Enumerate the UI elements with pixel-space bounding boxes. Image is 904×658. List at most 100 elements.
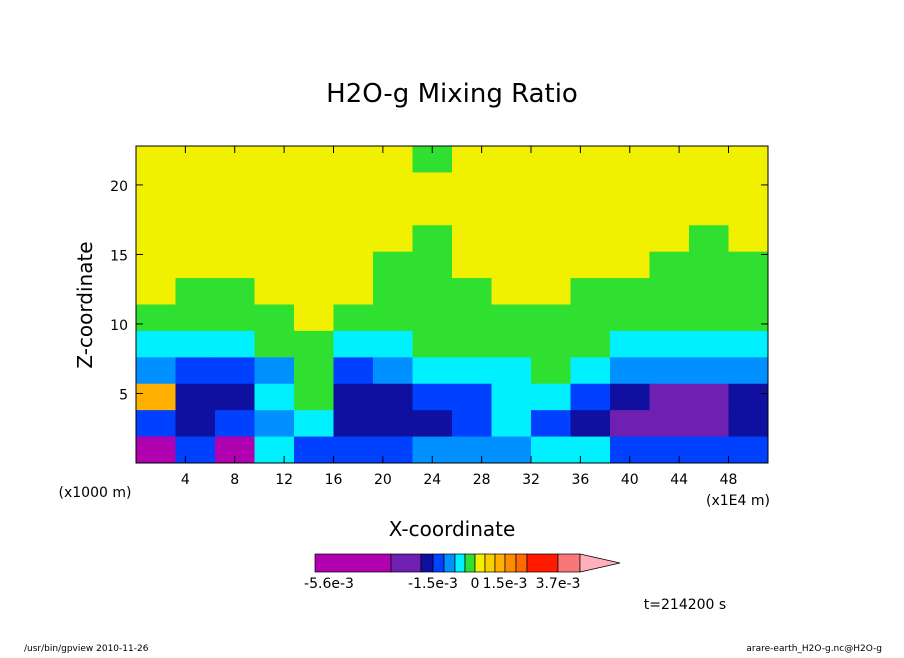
contour-cell: [254, 278, 295, 305]
contour-cell: [491, 225, 532, 253]
contour-cell: [412, 251, 453, 279]
contour-cell: [531, 251, 571, 279]
contour-cell: [412, 357, 453, 385]
contour-cell: [452, 304, 492, 332]
contour-cell: [689, 330, 729, 358]
contour-cell: [333, 330, 374, 358]
contour-cell: [412, 410, 453, 438]
contour-cell: [689, 198, 729, 226]
x-tick-label: 40: [621, 472, 639, 488]
contour-cell: [610, 304, 650, 332]
contour-cell: [373, 383, 413, 411]
contour-cell: [610, 251, 650, 279]
contour-cell: [570, 383, 611, 411]
contour-cell: [610, 410, 650, 438]
contour-cell: [531, 383, 571, 411]
contour-cell: [175, 304, 216, 332]
contour-cell: [452, 357, 492, 385]
contour-cell: [333, 146, 374, 173]
x-tick-label: 12: [275, 472, 293, 488]
contour-cell: [373, 357, 413, 385]
contour-cell: [373, 172, 413, 200]
contour-cell: [531, 304, 571, 332]
contour-cell: [570, 251, 611, 279]
contour-cell: [728, 330, 769, 358]
contour-cell: [491, 251, 532, 279]
contour-cell: [649, 172, 690, 200]
colorbar-box: [557, 553, 581, 573]
contour-field: [136, 146, 769, 464]
contour-cell: [254, 225, 295, 253]
contour-cell: [610, 278, 650, 305]
contour-cell: [570, 410, 611, 438]
contour-cell: [175, 410, 216, 438]
contour-cell: [570, 304, 611, 332]
contour-cell: [136, 436, 176, 464]
contour-cell: [491, 357, 532, 385]
contour-cell: [373, 330, 413, 358]
colorbar-box: [474, 553, 486, 573]
contour-cell: [215, 383, 255, 411]
contour-cell: [610, 330, 650, 358]
contour-cell: [373, 304, 413, 332]
contour-cell: [728, 225, 769, 253]
y-axis-label: Z-coordinate: [73, 241, 97, 368]
contour-cell: [728, 436, 769, 464]
contour-cell: [412, 225, 453, 253]
contour-cell: [491, 304, 532, 332]
contour-cell: [294, 278, 334, 305]
colorbar-tick-label: 3.7e-3: [536, 576, 581, 592]
contour-cell: [728, 410, 769, 438]
contour-cell: [333, 278, 374, 305]
contour-cell: [491, 198, 532, 226]
contour-cell: [333, 198, 374, 226]
colorbar-box: [464, 553, 476, 573]
contour-cell: [649, 410, 690, 438]
colorbar-tick-label: -1.5e-3: [408, 576, 458, 592]
contour-cell: [649, 304, 690, 332]
contour-cell: [531, 225, 571, 253]
contour-cell: [452, 172, 492, 200]
colorbar-tick-label: 1.5e-3: [483, 576, 528, 592]
contour-cell: [531, 357, 571, 385]
contour-cell: [728, 304, 769, 332]
contour-cell: [412, 330, 453, 358]
colorbar-box: [504, 553, 517, 573]
contour-cell: [175, 198, 216, 226]
contour-cell: [175, 383, 216, 411]
x-tick-label: 44: [670, 472, 688, 488]
contour-cell: [175, 225, 216, 253]
contour-cell: [294, 146, 334, 173]
contour-cell: [254, 436, 295, 464]
x-tick-label: 4: [181, 472, 190, 488]
contour-cell: [649, 251, 690, 279]
contour-cell: [294, 198, 334, 226]
y-tick-label: 10: [110, 318, 128, 334]
chart-title: H2O-g Mixing Ratio: [326, 79, 578, 109]
contour-cell: [175, 251, 216, 279]
colorbar-box: [390, 553, 422, 573]
contour-cell: [254, 172, 295, 200]
contour-cell: [689, 304, 729, 332]
contour-cell: [254, 146, 295, 173]
contour-cell: [333, 172, 374, 200]
contour-cell: [649, 357, 690, 385]
colorbar-box: [420, 553, 434, 573]
contour-cell: [531, 198, 571, 226]
contour-cell: [689, 410, 729, 438]
y-tick-label: 15: [110, 248, 128, 264]
colorbar-box: [494, 553, 506, 573]
contour-cell: [215, 251, 255, 279]
contour-cell: [610, 357, 650, 385]
contour-cell: [728, 357, 769, 385]
contour-cell: [689, 357, 729, 385]
contour-cell: [452, 436, 492, 464]
contour-cell: [452, 278, 492, 305]
contour-cell: [649, 146, 690, 173]
y-tick-label: 20: [110, 179, 128, 195]
contour-cell: [610, 383, 650, 411]
contour-cell: [136, 225, 176, 253]
contour-cell: [215, 198, 255, 226]
x-tick-label: 16: [325, 472, 343, 488]
